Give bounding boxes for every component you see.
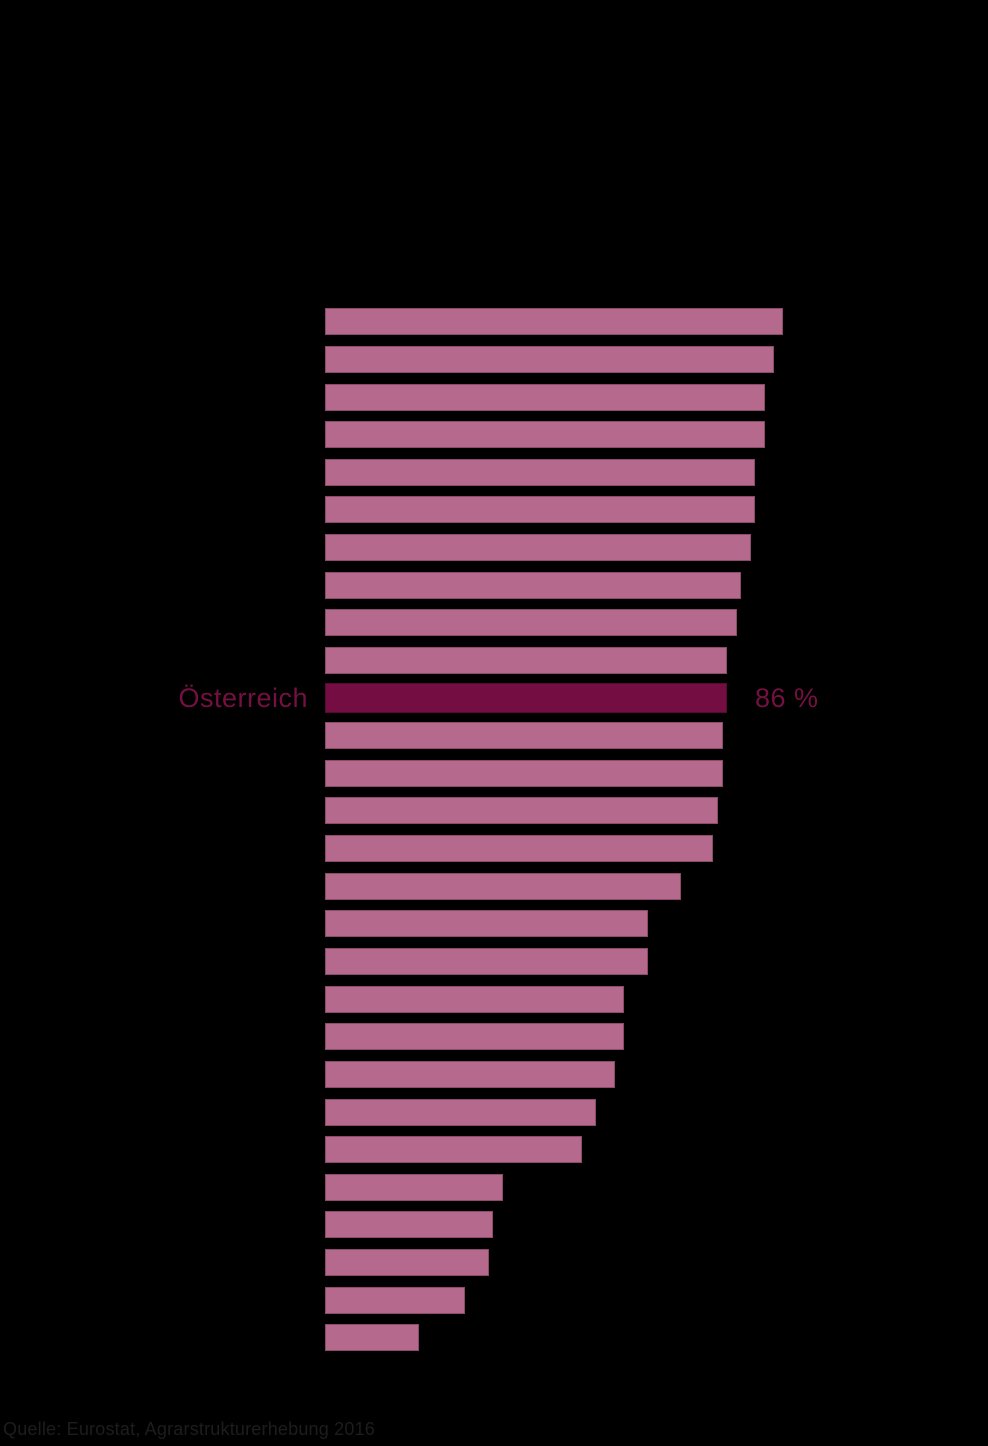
bar (325, 1023, 625, 1051)
bar (325, 383, 765, 411)
bar (325, 835, 714, 863)
bar (325, 458, 756, 486)
bar (325, 985, 625, 1013)
bar (325, 948, 648, 975)
source-caption: Quelle: Eurostat, Agrarstrukturerhebung … (3, 1419, 376, 1439)
bar (325, 496, 756, 524)
bar (325, 1136, 583, 1164)
bar (325, 1286, 466, 1314)
bar (325, 1324, 419, 1352)
bar (325, 1173, 503, 1201)
bar (325, 571, 742, 599)
bar (325, 308, 784, 336)
bar (325, 534, 751, 562)
bar (325, 421, 765, 449)
bar-highlight (325, 683, 728, 714)
bar (325, 1249, 489, 1277)
highlight-value-label: 86 % (755, 683, 819, 713)
highlight-country-label: Österreich (178, 683, 308, 713)
bar (325, 345, 775, 373)
bar (325, 797, 718, 825)
bar (325, 1098, 597, 1126)
bar (325, 1060, 615, 1088)
bar (325, 1211, 494, 1239)
bar (325, 609, 737, 637)
bar (325, 910, 648, 938)
bar (325, 646, 728, 674)
bar (325, 722, 723, 750)
bar (325, 759, 723, 787)
bar (325, 872, 681, 900)
